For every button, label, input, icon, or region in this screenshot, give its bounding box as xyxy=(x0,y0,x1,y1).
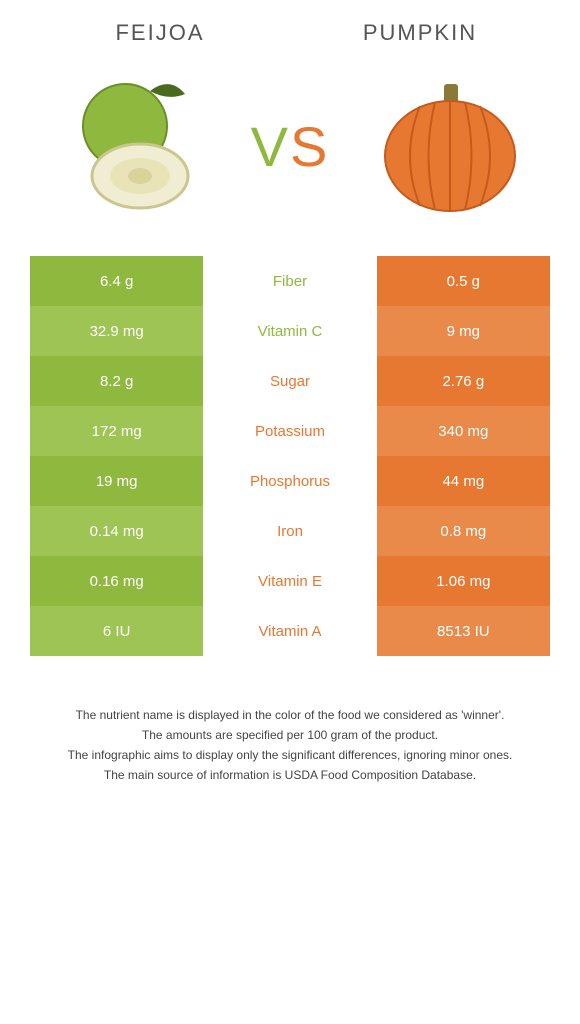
value-a: 0.16 mg xyxy=(30,556,203,606)
nutrient-label: Vitamin C xyxy=(203,306,376,356)
value-a: 32.9 mg xyxy=(30,306,203,356)
nutrient-label: Sugar xyxy=(203,356,376,406)
feijoa-image xyxy=(50,66,210,226)
value-b: 2.76 g xyxy=(377,356,550,406)
value-a: 6 IU xyxy=(30,606,203,656)
images-row: VS xyxy=(30,66,550,226)
value-a: 0.14 mg xyxy=(30,506,203,556)
value-a: 6.4 g xyxy=(30,256,203,306)
table-row: 8.2 gSugar2.76 g xyxy=(30,356,550,406)
header: Feijoa Pumpkin xyxy=(30,20,550,46)
food-b-title: Pumpkin xyxy=(290,20,550,46)
value-b: 8513 IU xyxy=(377,606,550,656)
pumpkin-image xyxy=(370,66,530,226)
value-a: 172 mg xyxy=(30,406,203,456)
nutrient-label: Phosphorus xyxy=(203,456,376,506)
table-row: 32.9 mgVitamin C9 mg xyxy=(30,306,550,356)
nutrient-label: Potassium xyxy=(203,406,376,456)
vs-v: V xyxy=(251,115,290,178)
vs-label: VS xyxy=(251,114,330,179)
value-b: 340 mg xyxy=(377,406,550,456)
footer-line: The main source of information is USDA F… xyxy=(40,766,540,784)
nutrient-table: 6.4 gFiber0.5 g32.9 mgVitamin C9 mg8.2 g… xyxy=(30,256,550,656)
food-a-title: Feijoa xyxy=(30,20,290,46)
footer-text: The nutrient name is displayed in the co… xyxy=(30,706,550,784)
value-b: 0.5 g xyxy=(377,256,550,306)
footer-line: The amounts are specified per 100 gram o… xyxy=(40,726,540,744)
value-a: 19 mg xyxy=(30,456,203,506)
value-b: 0.8 mg xyxy=(377,506,550,556)
table-row: 6 IUVitamin A8513 IU xyxy=(30,606,550,656)
nutrient-label: Vitamin A xyxy=(203,606,376,656)
value-b: 44 mg xyxy=(377,456,550,506)
table-row: 6.4 gFiber0.5 g xyxy=(30,256,550,306)
table-row: 172 mgPotassium340 mg xyxy=(30,406,550,456)
table-row: 19 mgPhosphorus44 mg xyxy=(30,456,550,506)
footer-line: The infographic aims to display only the… xyxy=(40,746,540,764)
value-a: 8.2 g xyxy=(30,356,203,406)
nutrient-label: Iron xyxy=(203,506,376,556)
value-b: 1.06 mg xyxy=(377,556,550,606)
nutrient-label: Vitamin E xyxy=(203,556,376,606)
nutrient-label: Fiber xyxy=(203,256,376,306)
value-b: 9 mg xyxy=(377,306,550,356)
table-row: 0.16 mgVitamin E1.06 mg xyxy=(30,556,550,606)
footer-line: The nutrient name is displayed in the co… xyxy=(40,706,540,724)
vs-s: S xyxy=(290,115,329,178)
table-row: 0.14 mgIron0.8 mg xyxy=(30,506,550,556)
